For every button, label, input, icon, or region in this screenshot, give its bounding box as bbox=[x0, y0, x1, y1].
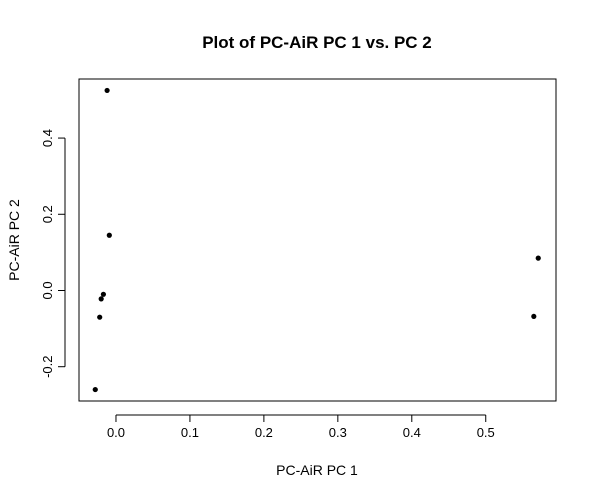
data-point bbox=[104, 87, 110, 94]
y-tick-label: -0.2 bbox=[40, 356, 55, 378]
data-points bbox=[92, 87, 541, 393]
x-tick-label: 0.4 bbox=[403, 425, 421, 440]
y-axis-label: PC-AiR PC 2 bbox=[6, 199, 22, 281]
data-point bbox=[531, 313, 537, 320]
x-tick-label: 0.1 bbox=[181, 425, 199, 440]
data-point bbox=[106, 232, 112, 238]
plot-frame bbox=[78, 78, 557, 402]
y-tick-label: 0.0 bbox=[40, 281, 55, 299]
data-point bbox=[97, 314, 103, 320]
chart-title: Plot of PC-AiR PC 1 vs. PC 2 bbox=[202, 33, 432, 52]
x-tick-label: 0.5 bbox=[477, 425, 495, 440]
y-tick-label: 0.4 bbox=[40, 129, 55, 147]
data-point bbox=[98, 296, 104, 302]
data-point bbox=[100, 291, 107, 297]
data-point bbox=[535, 255, 541, 261]
x-tick-label: 0.2 bbox=[255, 425, 273, 440]
y-tick-label: 0.2 bbox=[40, 205, 55, 223]
data-point bbox=[92, 386, 98, 393]
x-tick-label: 0.0 bbox=[107, 425, 125, 440]
x-axis-label: PC-AiR PC 1 bbox=[276, 462, 358, 478]
y-axis: -0.2 0.0 0.2 0.4 bbox=[40, 129, 66, 378]
x-tick-label: 0.3 bbox=[329, 425, 347, 440]
x-axis: 0.0 0.1 0.2 0.3 0.4 0.5 bbox=[107, 414, 495, 440]
